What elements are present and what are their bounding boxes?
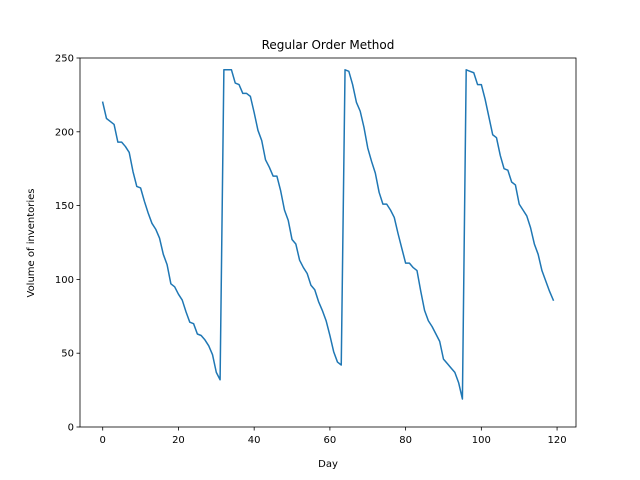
y-tick-label: 50 — [61, 349, 74, 360]
y-axis-title: Volume of inventories — [26, 188, 37, 297]
y-tick-label: 100 — [55, 275, 74, 286]
chart-title: Regular Order Method — [262, 38, 395, 52]
y-tick-label: 0 — [68, 423, 74, 434]
y-tick-label: 150 — [55, 201, 74, 212]
series-line-0 — [101, 69, 555, 400]
y-tick-label: 250 — [55, 54, 74, 65]
axes-frame — [79, 57, 577, 428]
x-tick-label: 60 — [324, 435, 337, 446]
x-axis-title: Day — [318, 459, 338, 470]
plot-area: 0 20 40 60 80 100 120 0 50 100 150 200 250 — [55, 54, 577, 446]
x-tick-label: 120 — [548, 435, 567, 446]
x-tick-label: 0 — [100, 435, 106, 446]
x-tick-label: 40 — [248, 435, 261, 446]
x-tick-label: 20 — [172, 435, 185, 446]
x-tick-label: 100 — [472, 435, 491, 446]
x-tick-label: 80 — [399, 435, 412, 446]
y-tick-label: 200 — [55, 127, 74, 138]
